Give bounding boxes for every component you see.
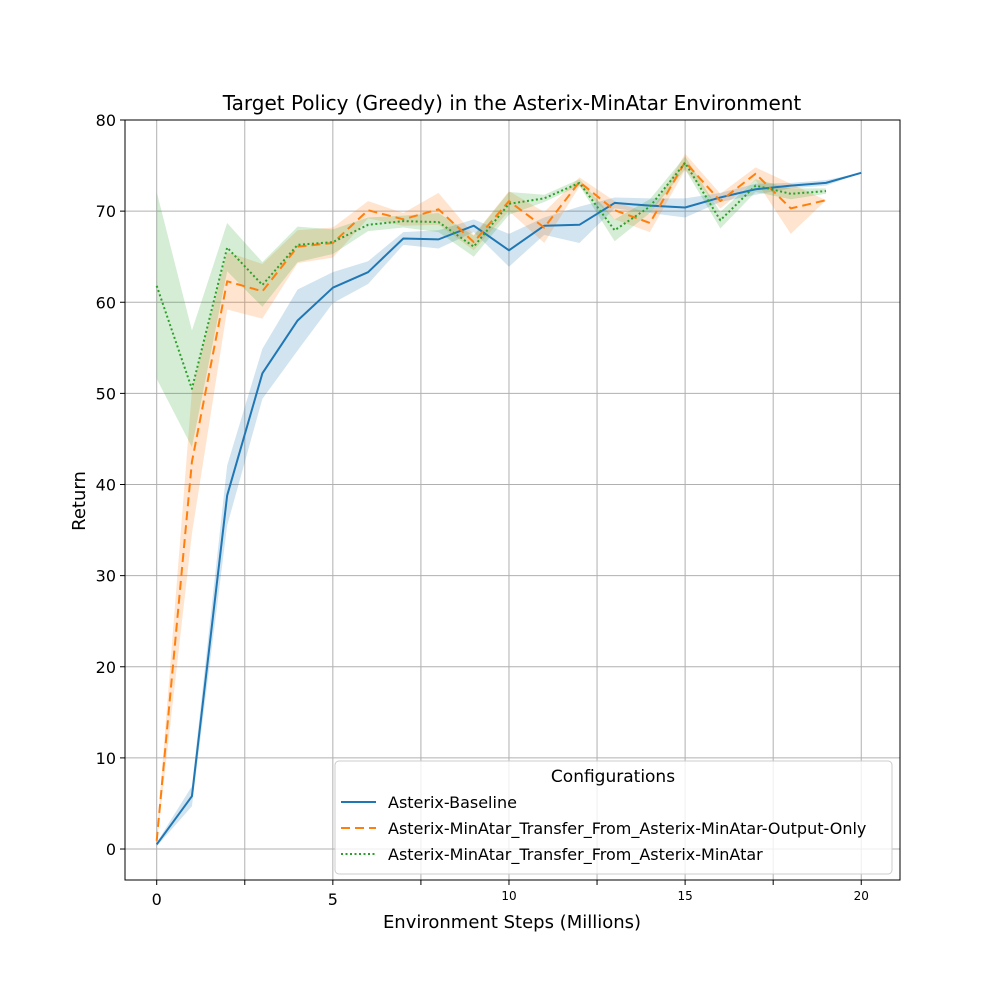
legend-label-2: Asterix-MinAtar_Transfer_From_Asterix-Mi… (388, 845, 763, 865)
y-tick-label: 30 (96, 567, 116, 586)
y-tick-label: 70 (96, 202, 116, 221)
x-tick-label: 10 (501, 889, 516, 903)
y-axis-label: Return (69, 471, 90, 531)
legend-label-0: Asterix-Baseline (388, 793, 517, 812)
y-tick-label: 80 (96, 111, 116, 130)
x-tick-label: 20 (854, 889, 869, 903)
chart-title: Target Policy (Greedy) in the Asterix-Mi… (222, 91, 802, 115)
plot-frame (124, 119, 901, 881)
legend-box (334, 760, 893, 875)
series-line-1 (155, 160, 827, 841)
x-axis-label: Environment Steps (Millions) (383, 912, 641, 933)
y-tick-label: 40 (96, 476, 116, 495)
legend: Configurations Asterix-Baseline Asterix-M… (334, 760, 893, 875)
x-tick-label: 15 (677, 889, 692, 903)
confidence-bands (156, 153, 862, 847)
x-tick-label: 0 (152, 890, 162, 909)
y-tick-label: 10 (96, 749, 116, 768)
x-tick-label: 5 (328, 890, 338, 909)
y-tick-label: 0 (106, 840, 116, 859)
legend-label-1: Asterix-MinAtar_Transfer_From_Asterix-Mi… (388, 819, 866, 839)
axis-ticks: 0 5 10 15 20 0 10 20 30 40 50 60 70 80 (96, 111, 869, 909)
legend-title: Configurations (551, 767, 675, 787)
y-tick-label: 20 (96, 658, 116, 677)
y-tick-label: 50 (96, 384, 116, 403)
confidence-band-2 (156, 156, 827, 448)
series-lines (155, 160, 862, 846)
series-line-0 (155, 171, 862, 846)
y-tick-label: 60 (96, 293, 116, 312)
